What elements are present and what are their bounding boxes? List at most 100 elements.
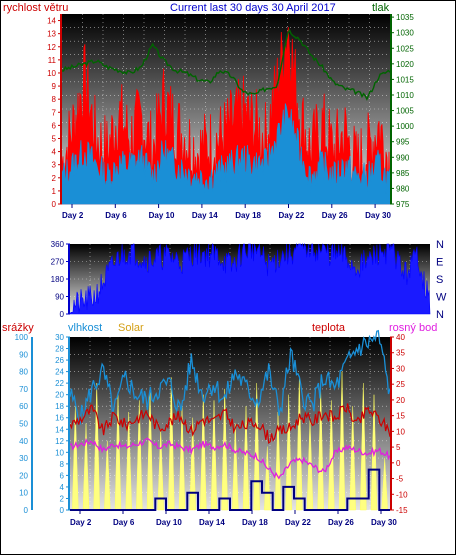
wind-tick-label: 13 [47, 30, 56, 39]
x-tick-label: Day 30 [365, 211, 391, 220]
chart-title: Current last 30 days 30 April 2017 [170, 2, 336, 14]
wind-direction-series [69, 242, 431, 315]
direction-tick-label: 90 [55, 293, 64, 302]
solar-bar [189, 417, 196, 511]
x-tick-label: Day 2 [70, 518, 92, 527]
rain-tick-label: 70 [19, 385, 28, 394]
humidity-axis-label: vlhkost [68, 322, 102, 334]
temperature-tick-label: 15 [396, 412, 405, 421]
humidity-tick-label: 22 [55, 379, 64, 388]
pressure-tick-label: 1020 [396, 60, 414, 69]
solar-bar [349, 406, 356, 511]
rain-tick-label: 0 [24, 506, 29, 515]
direction-tick-label: 360 [51, 240, 65, 249]
rain-tick-label: 80 [19, 368, 28, 377]
rain-tick-label: 10 [19, 489, 28, 498]
dewpoint-series [69, 437, 391, 480]
pressure-tick-label: 975 [396, 200, 410, 209]
temperature-axis-label: teplota [312, 322, 346, 334]
pressure-tick-label: 1005 [396, 107, 414, 116]
solar-axis-label: Solar [118, 322, 144, 334]
humidity-tick-label: 10 [55, 448, 64, 457]
temperature-series [69, 403, 391, 444]
x-tick-label: Day 2 [62, 211, 84, 220]
compass-label: E [436, 257, 443, 269]
pressure-tick-label: 980 [396, 184, 410, 193]
humidity-tick-label: 14 [55, 425, 64, 434]
temperature-tick-label: 10 [396, 427, 405, 436]
temperature-tick-label: 25 [396, 380, 405, 389]
x-tick-label: Day 22 [285, 518, 311, 527]
wind-tick-label: 0 [52, 200, 57, 209]
humidity-tick-label: 12 [55, 437, 64, 446]
pressure-tick-label: 1000 [396, 122, 414, 131]
temperature-tick-label: 30 [396, 364, 405, 373]
wind-axis-label: rychlost větru [3, 2, 68, 14]
x-tick-label: Day 10 [156, 518, 182, 527]
x-tick-label: Day 14 [192, 211, 218, 220]
pressure-tick-label: 1010 [396, 91, 414, 100]
wind-tick-label: 11 [48, 56, 57, 65]
x-tick-label: Day 22 [279, 211, 305, 220]
solar-bar [285, 394, 292, 511]
solar-bar [157, 429, 164, 511]
x-tick-label: Day 14 [199, 518, 225, 527]
compass-label: W [436, 292, 447, 304]
solar-bar [253, 383, 260, 511]
humidity-series [69, 329, 391, 425]
x-tick-label: Day 26 [322, 211, 348, 220]
pressure-tick-label: 990 [396, 153, 410, 162]
x-tick-label: Day 26 [328, 518, 354, 527]
temperature-tick-label: -10 [396, 490, 408, 499]
humidity-tick-label: 18 [55, 402, 64, 411]
pressure-tick-label: 1030 [396, 29, 414, 38]
x-tick-label: Day 18 [242, 518, 268, 527]
wind-tick-label: 7 [52, 108, 57, 117]
pressure-series [62, 28, 391, 101]
pressure-axis-label: tlak [372, 2, 390, 14]
wind-tick-label: 1 [52, 187, 57, 196]
temperature-tick-label: 0 [396, 459, 401, 468]
temperature-tick-label: -15 [396, 506, 408, 515]
wind-tick-label: 14 [47, 17, 56, 26]
solar-bar [360, 383, 367, 511]
rain-axis-label: srážky [2, 322, 34, 334]
humidity-tick-label: 16 [55, 414, 64, 423]
pressure-tick-label: 1015 [396, 75, 414, 84]
direction-tick-label: 180 [51, 275, 65, 284]
dewpoint-axis-label: rosný bod [389, 322, 437, 334]
x-tick-label: Day 30 [371, 518, 397, 527]
humidity-tick-label: 20 [55, 391, 64, 400]
wind-tick-label: 12 [47, 43, 56, 52]
wind-average-series [61, 103, 391, 205]
x-tick-label: Day 6 [113, 518, 135, 527]
rain-tick-label: 50 [19, 420, 28, 429]
wind-tick-label: 5 [52, 134, 57, 143]
humidity-tick-label: 4 [60, 483, 65, 492]
humidity-tick-label: 26 [55, 356, 64, 365]
compass-label: N [436, 309, 444, 321]
wind-tick-label: 2 [52, 174, 57, 183]
temperature-tick-label: 20 [396, 396, 405, 405]
temperature-tick-label: 5 [396, 443, 401, 452]
rain-tick-label: 20 [19, 471, 28, 480]
compass-label: N [436, 239, 444, 251]
pressure-tick-label: 995 [396, 138, 410, 147]
rain-tick-label: 30 [19, 454, 28, 463]
humidity-tick-label: 30 [55, 333, 64, 342]
rain-tick-label: 40 [19, 437, 28, 446]
direction-tick-label: 270 [51, 258, 65, 267]
temperature-tick-label: 40 [396, 333, 405, 342]
wind-tick-label: 4 [52, 148, 57, 157]
wind-tick-label: 10 [47, 69, 56, 78]
temperature-tick-label: 35 [396, 349, 405, 358]
rain-tick-label: 90 [19, 350, 28, 359]
temperature-tick-label: -5 [396, 475, 404, 484]
humidity-tick-label: 6 [60, 471, 65, 480]
compass-label: S [436, 274, 443, 286]
humidity-tick-label: 24 [55, 368, 64, 377]
solar-bar [296, 377, 303, 511]
humidity-tick-label: 2 [60, 494, 65, 503]
wind-tick-label: 8 [52, 95, 57, 104]
